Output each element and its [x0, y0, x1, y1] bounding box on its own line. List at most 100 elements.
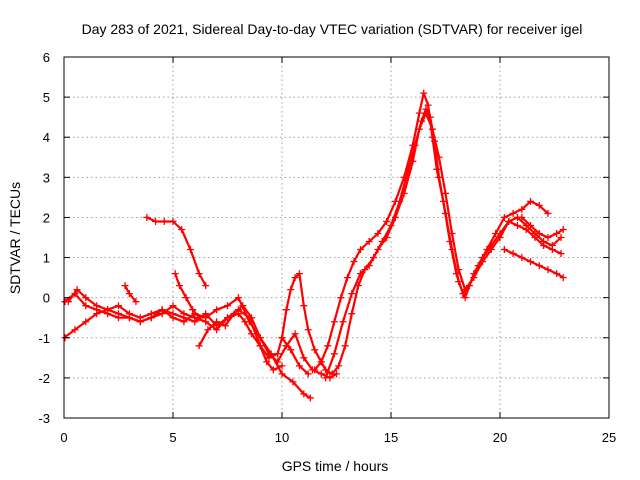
data-point	[335, 362, 343, 370]
data-point	[311, 346, 319, 354]
data-point	[278, 362, 286, 370]
series-line	[520, 216, 565, 239]
data-point	[500, 213, 508, 221]
data-point	[324, 342, 332, 350]
data-point	[513, 221, 521, 229]
data-point	[337, 294, 345, 302]
chart-title: Day 283 of 2021, Sidereal Day-to-day VTE…	[82, 21, 583, 37]
y-tick-label: -1	[38, 331, 50, 346]
data-point	[282, 342, 290, 350]
data-point	[391, 213, 399, 221]
data-point	[400, 173, 408, 181]
data-point	[282, 306, 290, 314]
data-point	[265, 350, 273, 358]
y-tick-label: 4	[43, 130, 50, 145]
data-point	[341, 342, 349, 350]
plot-frame	[63, 56, 610, 419]
data-point	[365, 262, 373, 270]
data-point	[442, 189, 449, 197]
data-point	[93, 310, 101, 318]
data-point	[202, 314, 210, 322]
data-point	[374, 229, 382, 237]
data-point	[540, 238, 548, 246]
data-point	[160, 217, 168, 225]
data-point	[559, 274, 567, 282]
data-point	[82, 302, 90, 310]
data-point	[461, 294, 469, 302]
data-point	[383, 217, 391, 225]
series-s12	[518, 213, 567, 241]
data-point	[415, 109, 423, 117]
data-point	[278, 370, 286, 378]
data-point	[189, 306, 197, 314]
data-point	[435, 153, 443, 161]
x-tick-label: 15	[384, 430, 398, 445]
data-point	[339, 318, 347, 326]
data-point	[147, 310, 155, 318]
data-point	[274, 350, 282, 358]
y-axis-label: SDTVAR / TECUs	[7, 182, 23, 294]
data-point	[291, 274, 299, 282]
data-point	[104, 306, 112, 314]
y-tick-label: 5	[43, 90, 50, 105]
data-point	[239, 302, 247, 310]
data-point	[213, 326, 221, 334]
data-point	[115, 302, 122, 310]
data-point	[295, 270, 303, 278]
series-line	[62, 304, 310, 375]
data-point	[195, 342, 203, 350]
data-point	[553, 270, 561, 278]
data-point	[535, 229, 543, 237]
data-point	[487, 246, 495, 254]
data-point	[518, 205, 526, 213]
data-point	[496, 234, 504, 241]
data-point	[180, 310, 188, 318]
data-point	[64, 298, 72, 306]
x-tick-labels: 0 5 10 15 20 25	[60, 430, 616, 445]
data-point	[348, 290, 356, 298]
data-point	[278, 334, 286, 342]
data-point	[125, 310, 133, 318]
data-point	[82, 318, 90, 326]
y-tick-label: -2	[38, 371, 50, 386]
data-point	[544, 209, 552, 217]
series-line	[324, 112, 563, 379]
data-point	[125, 290, 133, 298]
data-point	[143, 213, 151, 221]
data-point	[306, 394, 314, 402]
data-point	[518, 254, 526, 262]
data-point	[409, 157, 417, 165]
data-point	[317, 358, 325, 366]
data-point	[295, 362, 303, 370]
data-point	[195, 270, 203, 278]
series-s11	[500, 246, 567, 282]
data-point	[176, 282, 184, 290]
data-point	[328, 370, 336, 378]
data-point	[274, 358, 282, 366]
data-point	[136, 314, 144, 322]
data-point	[178, 225, 186, 233]
series-s5	[278, 105, 565, 378]
data-point	[311, 366, 319, 374]
data-point	[557, 250, 565, 258]
data-point	[527, 197, 535, 205]
data-point	[509, 250, 517, 258]
data-point	[343, 274, 351, 282]
data-point	[221, 322, 229, 330]
data-point	[455, 266, 463, 274]
data-point	[452, 270, 460, 278]
data-point	[518, 213, 526, 221]
data-point	[350, 258, 358, 266]
data-point	[82, 294, 90, 302]
data-point	[287, 346, 295, 354]
data-point	[527, 221, 535, 229]
data-point	[93, 302, 101, 310]
y-tick-labels: -3 -2 -1 0 1 2 3 4 5 6	[38, 50, 50, 426]
data-point	[304, 370, 312, 378]
x-tick-label: 10	[275, 430, 289, 445]
data-point	[391, 197, 399, 205]
data-point	[158, 306, 166, 314]
data-point	[535, 201, 543, 209]
data-point	[169, 217, 177, 225]
